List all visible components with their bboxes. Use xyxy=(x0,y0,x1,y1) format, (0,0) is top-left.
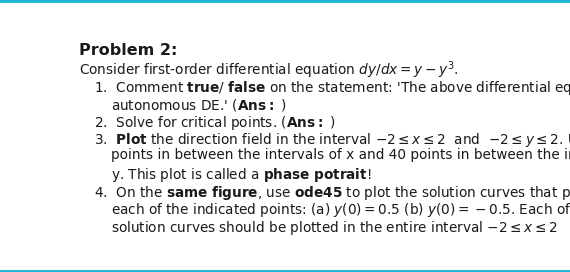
Text: autonomous DE.' ($\bf{Ans:}$ ): autonomous DE.' ($\bf{Ans:}$ ) xyxy=(111,97,287,113)
Text: y. This plot is called a $\bf{phase\ potrait}$!: y. This plot is called a $\bf{phase\ pot… xyxy=(111,166,372,184)
Text: each of the indicated points: (a) $y(0) = 0.5$ (b) $y(0) = -0.5$. Each of the: each of the indicated points: (a) $y(0) … xyxy=(111,201,570,219)
Text: 2.  Solve for critical points. ($\bf{Ans:}$ ): 2. Solve for critical points. ($\bf{Ans:… xyxy=(94,114,336,132)
Text: 4.  On the $\bf{same\ figure}$, use $\bf{ode45}$ to plot the solution curves tha: 4. On the $\bf{same\ figure}$, use $\bf{… xyxy=(94,184,570,202)
Text: solution curves should be plotted in the entire interval $-2 \leq x \leq 2$: solution curves should be plotted in the… xyxy=(111,219,557,237)
Text: Consider first-order differential equation $dy/dx = y - y^3$.: Consider first-order differential equati… xyxy=(79,60,459,82)
Text: points in between the intervals of x and 40 points in between the intervals of: points in between the intervals of x and… xyxy=(111,149,570,162)
Text: 3.  $\bf{Plot}$ the direction field in the interval $-2 \leq x \leq 2$  and  $-2: 3. $\bf{Plot}$ the direction field in th… xyxy=(94,131,570,149)
Text: Problem 2:: Problem 2: xyxy=(79,43,178,58)
Text: 1.  Comment $\bf{true}$/ $\bf{false}$ on the statement: 'The above differential : 1. Comment $\bf{true}$/ $\bf{false}$ on … xyxy=(94,79,570,97)
